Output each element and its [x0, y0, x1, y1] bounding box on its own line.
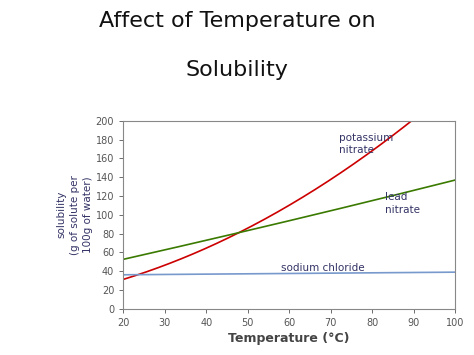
Text: sodium chloride: sodium chloride	[281, 263, 365, 273]
Text: potassium
nitrate: potassium nitrate	[339, 133, 393, 155]
Text: Solubility: Solubility	[185, 60, 289, 80]
Text: Affect of Temperature on: Affect of Temperature on	[99, 11, 375, 31]
Text: lead
nitrate: lead nitrate	[384, 192, 419, 215]
X-axis label: Temperature (°C): Temperature (°C)	[228, 332, 350, 345]
Y-axis label: solubility
(g of solute per
100g of water): solubility (g of solute per 100g of wate…	[56, 175, 93, 255]
